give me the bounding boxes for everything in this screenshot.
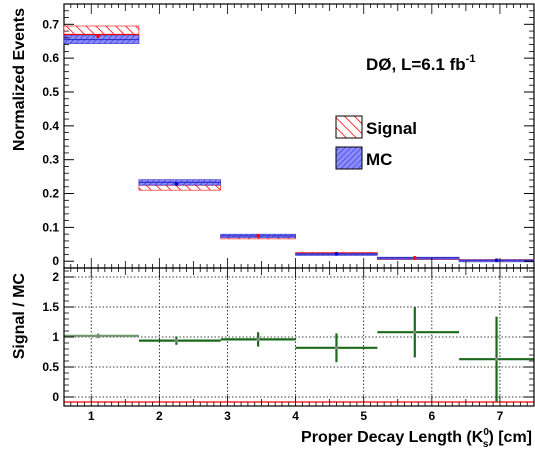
upper-y-tick-label: 0.4 <box>42 119 59 133</box>
signal-point-3 <box>256 234 260 238</box>
ratio-series <box>64 307 534 402</box>
upper-y-tick-label: 0.2 <box>42 187 59 201</box>
x-tick-label: 4 <box>292 409 299 423</box>
ratio-point-3 <box>256 337 260 341</box>
ratio-point-5 <box>413 330 417 334</box>
ratio-point-2 <box>174 339 178 343</box>
x-axis-label-main: Proper Decay Length (K <box>301 429 484 446</box>
legend-mc-swatch <box>335 146 363 170</box>
signal-point-1 <box>96 34 100 38</box>
upper-y-tick-label: 0 <box>52 254 59 268</box>
lower-y-tick-label: 1 <box>52 330 59 344</box>
legend: Signal MC <box>335 115 417 170</box>
lower-y-tick-label: 2 <box>52 270 59 284</box>
upper-x-ticks <box>63 4 535 268</box>
upper-y-tick-label: 0.1 <box>42 220 59 234</box>
signal-point-6 <box>494 258 499 263</box>
x-axis: 1 2 3 4 5 6 7 <box>63 268 535 423</box>
ratio-point-1 <box>96 334 100 338</box>
upper-y-tick-label: 0.5 <box>42 85 59 99</box>
legend-signal-label: Signal <box>366 119 417 138</box>
signal-point-4 <box>334 251 339 256</box>
signal-point-2 <box>174 182 179 186</box>
x-tick-label: 6 <box>428 409 435 423</box>
upper-y-axis-label: Normalized Events <box>11 8 28 151</box>
luminosity-annotation: DØ, L=6.1 fb-1 <box>366 53 475 74</box>
lower-y-tick-label: 0.5 <box>42 360 59 374</box>
upper-y-tick-label: 0.7 <box>42 17 59 31</box>
ratio-point-6 <box>494 357 499 361</box>
lower-y-tick-label: 0 <box>52 390 59 404</box>
legend-signal-swatch <box>335 115 363 139</box>
legend-mc-label: MC <box>366 150 392 169</box>
x-tick-label: 2 <box>156 409 163 423</box>
ratio-point-4 <box>334 346 339 350</box>
lower-panel: 0 0.5 1 1.5 2 1 2 3 4 5 6 7 Signal / MC Proper Dec… <box>11 267 535 450</box>
lower-y-tick-label: 1.5 <box>42 300 59 314</box>
x-axis-label-tail: ) [cm] <box>488 429 532 446</box>
upper-y-axis: 0 0.1 0.2 0.3 0.4 0.5 0.6 0.7 <box>42 3 534 268</box>
upper-y-tick-label: 0.3 <box>42 153 59 167</box>
lower-y-axis-label: Signal / MC <box>11 273 28 360</box>
lower-y-axis: 0 0.5 1 1.5 2 <box>42 270 534 404</box>
luminosity-annotation-main: DØ, L=6.1 fb <box>366 55 466 74</box>
x-tick-label: 1 <box>88 409 95 423</box>
upper-y-tick-label: 0.6 <box>42 51 59 65</box>
upper-panel: 0 0.1 0.2 0.3 0.4 0.5 0.6 0.7 Normalized Events… <box>11 3 535 269</box>
x-tick-label: 7 <box>497 409 504 423</box>
luminosity-annotation-sup: -1 <box>466 53 476 65</box>
x-axis-label-sup: 0 <box>483 427 489 438</box>
lower-grid <box>64 268 534 406</box>
signal-point-5 <box>412 256 417 260</box>
signal-points <box>96 34 499 263</box>
x-tick-label: 5 <box>360 409 367 423</box>
x-axis-label: Proper Decay Length (K0 s) [cm] <box>301 427 532 450</box>
x-axis-label-sub: s <box>483 439 489 450</box>
x-tick-label: 3 <box>224 409 231 423</box>
